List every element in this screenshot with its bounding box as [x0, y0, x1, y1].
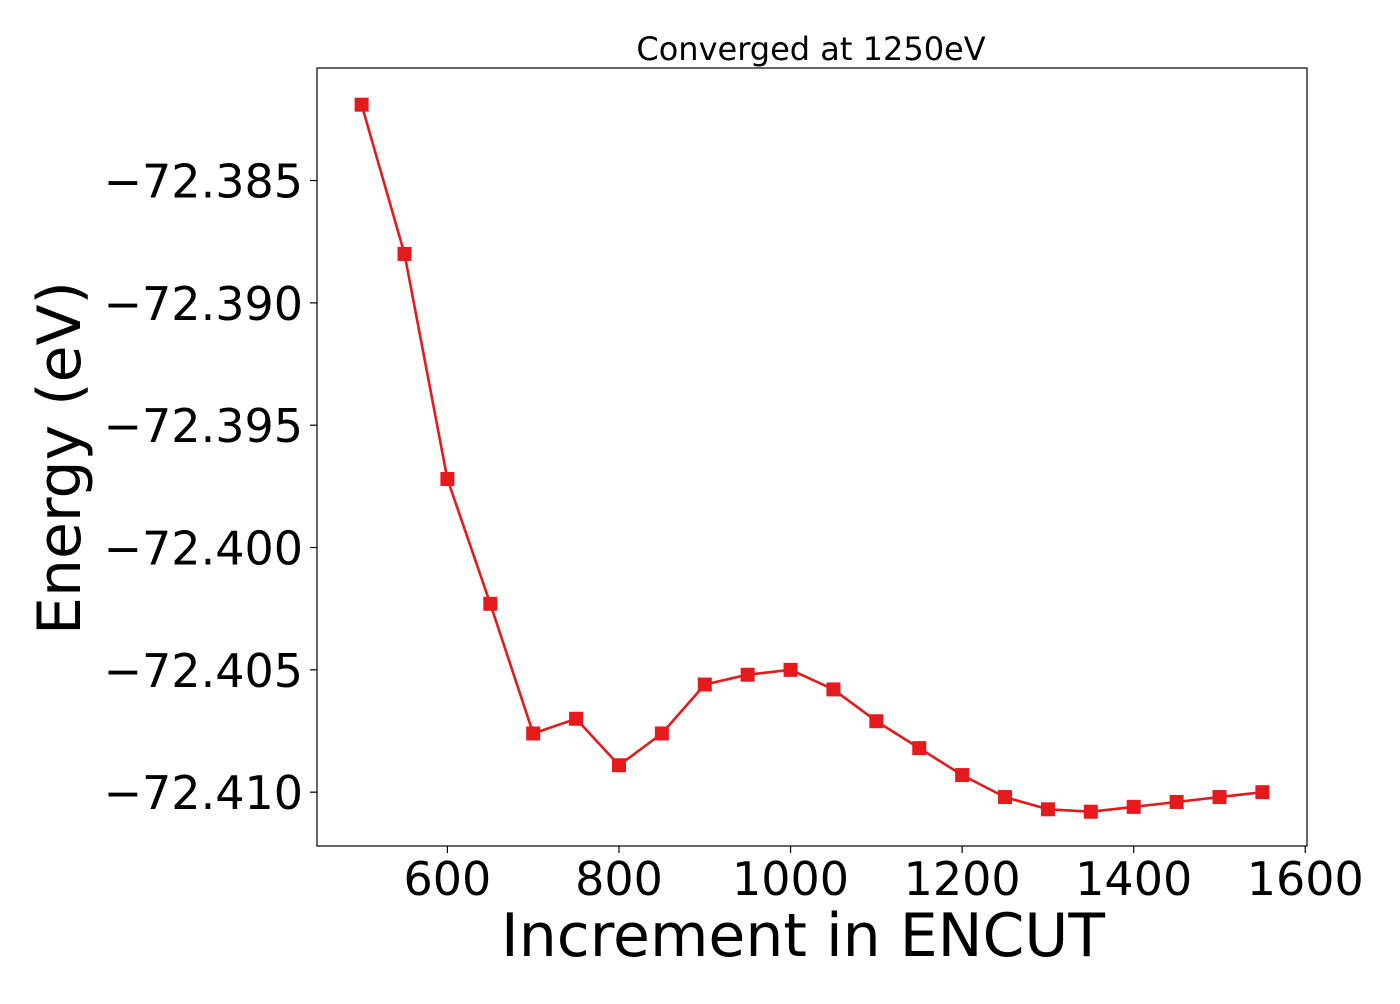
data-point-square	[1040, 802, 1055, 817]
data-point-square	[1212, 790, 1227, 805]
y-tick-label: −72.390	[104, 277, 304, 331]
data-point-square	[654, 726, 669, 741]
data-point-square	[1083, 804, 1098, 819]
data-point-square	[1126, 799, 1141, 814]
data-point-square	[1255, 785, 1270, 800]
x-tick-label: 1000	[732, 852, 849, 906]
data-point-square	[397, 246, 412, 261]
data-point-square	[740, 667, 755, 682]
data-point-square	[354, 97, 369, 112]
data-point-square	[912, 741, 927, 756]
data-point-square	[955, 768, 970, 783]
data-point-square	[569, 711, 584, 726]
y-axis-label: Energy (eV)	[25, 281, 95, 635]
x-tick-label: 1200	[904, 852, 1021, 906]
y-tick-label: −72.405	[104, 644, 304, 698]
series-line	[360, 104, 1263, 814]
plot-series	[354, 97, 1270, 819]
data-point-square	[483, 596, 498, 611]
data-point-square	[440, 472, 455, 487]
x-tick-label: 600	[403, 852, 491, 906]
data-point-square	[1169, 794, 1184, 809]
x-tick-label: 800	[575, 852, 663, 906]
x-axis: 600 800 1000 1200 1400 1600	[403, 846, 1364, 906]
x-axis-label: Increment in ENCUT	[501, 901, 1105, 971]
y-axis: −72.385 −72.390 −72.395 −72.400 −72.405 −72.4…	[104, 155, 317, 820]
data-point-square	[826, 682, 841, 697]
y-tick-label: −72.410	[104, 766, 304, 820]
chart-title: Converged at 1250eV	[636, 30, 985, 68]
y-tick-label: −72.400	[104, 522, 304, 576]
data-point-square	[869, 714, 884, 729]
data-point-square	[998, 790, 1013, 805]
x-tick-label: 1400	[1075, 852, 1192, 906]
y-tick-label: −72.385	[104, 155, 304, 209]
data-point-square	[611, 758, 626, 773]
x-tick-label: 1600	[1247, 852, 1364, 906]
y-tick-label: −72.395	[104, 399, 304, 453]
data-point-square	[783, 662, 798, 677]
data-point-square	[697, 677, 712, 692]
data-point-square	[526, 726, 541, 741]
plot-frame	[316, 67, 1308, 847]
